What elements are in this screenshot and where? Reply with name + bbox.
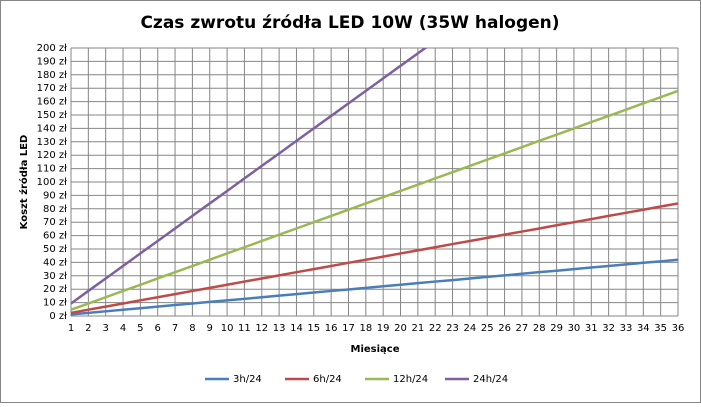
x-tick-label: 29 — [550, 323, 563, 334]
y-tick-label: 140 zł — [37, 123, 68, 134]
x-tick-label: 11 — [238, 323, 251, 334]
x-tick-label: 12 — [255, 323, 268, 334]
series-line — [71, 89, 678, 311]
y-tick-label: 160 zł — [37, 97, 68, 108]
x-tick-label: 16 — [325, 323, 338, 334]
x-tick-label: 8 — [189, 323, 195, 334]
x-tick-label: 27 — [516, 323, 529, 334]
x-tick-label: 7 — [172, 323, 178, 334]
x-tick-label: 24 — [464, 323, 477, 334]
x-tick-label: 3 — [102, 323, 108, 334]
x-tick-label: 17 — [342, 323, 355, 334]
series-line — [71, 202, 678, 315]
chart-title: Czas zwrotu źródła LED 10W (35W halogen) — [140, 13, 559, 33]
x-tick-label: 33 — [620, 323, 633, 334]
x-tick-label: 26 — [498, 323, 511, 334]
y-tick-label: 80 zł — [43, 204, 67, 215]
y-tick-label: 100 zł — [37, 177, 68, 188]
x-tick-label: 25 — [481, 323, 494, 334]
x-tick-label: 32 — [602, 323, 615, 334]
y-tick-label: 120 zł — [37, 150, 68, 161]
plot — [71, 48, 678, 316]
x-tick-label: 1 — [68, 323, 74, 334]
series-line — [71, 258, 678, 316]
x-tick-label: 34 — [637, 323, 650, 334]
y-tick-label: 40 zł — [43, 257, 67, 268]
x-tick-label: 21 — [411, 323, 424, 334]
series-line — [71, 48, 428, 305]
legend-label: 6h/24 — [313, 374, 342, 385]
x-tick-label: 9 — [207, 323, 213, 334]
x-tick-label: 14 — [290, 323, 303, 334]
y-tick-label: 70 zł — [43, 217, 67, 228]
y-tick-label: 10 zł — [43, 298, 67, 309]
x-tick-label: 2 — [85, 323, 91, 334]
x-tick-label: 5 — [137, 323, 143, 334]
y-axis-label: Koszt źródła LED — [18, 135, 30, 230]
y-tick-label: 170 zł — [37, 83, 68, 94]
y-tick-label: 180 zł — [37, 70, 68, 81]
y-tick-label: 90 zł — [43, 190, 67, 201]
x-tick-label: 20 — [394, 323, 407, 334]
y-tick-label: 50 zł — [43, 244, 67, 255]
x-tick-label: 22 — [429, 323, 442, 334]
x-tick-label: 18 — [359, 323, 372, 334]
x-tick-label: 19 — [377, 323, 390, 334]
x-tick-label: 4 — [120, 323, 126, 334]
x-tick-label: 35 — [654, 323, 667, 334]
y-tick-label: 30 zł — [43, 271, 67, 282]
x-tick-label: 31 — [585, 323, 598, 334]
y-tick-label: 20 zł — [43, 284, 67, 295]
x-tick-label: 28 — [533, 323, 546, 334]
y-tick-label: 130 zł — [37, 137, 68, 148]
y-tick-label: 150 zł — [37, 110, 68, 121]
y-tick-label: 60 zł — [43, 231, 67, 242]
y-tick-label: 110 zł — [37, 164, 68, 175]
x-tick-label: 36 — [672, 323, 685, 334]
x-tick-label: 6 — [155, 323, 161, 334]
legend-label: 12h/24 — [393, 374, 428, 385]
x-tick-label: 10 — [221, 323, 234, 334]
legend-label: 24h/24 — [473, 374, 508, 385]
legend-label: 3h/24 — [233, 374, 262, 385]
x-tick-label: 23 — [446, 323, 459, 334]
x-tick-label: 13 — [273, 323, 286, 334]
x-axis-label: Miesiące — [351, 344, 400, 355]
y-tick-label: 200 zł — [37, 43, 68, 54]
x-tick-label: 30 — [568, 323, 581, 334]
x-tick-label: 15 — [307, 323, 320, 334]
y-tick-label: 190 zł — [37, 56, 68, 67]
y-tick-label: 0 zł — [49, 311, 67, 322]
